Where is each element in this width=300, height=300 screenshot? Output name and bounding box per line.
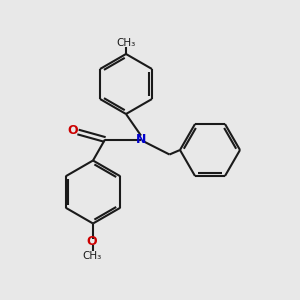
Text: O: O bbox=[86, 235, 97, 248]
Text: CH₃: CH₃ bbox=[116, 38, 136, 48]
Text: CH₃: CH₃ bbox=[82, 250, 101, 261]
Text: O: O bbox=[67, 124, 78, 137]
Text: N: N bbox=[136, 133, 146, 146]
